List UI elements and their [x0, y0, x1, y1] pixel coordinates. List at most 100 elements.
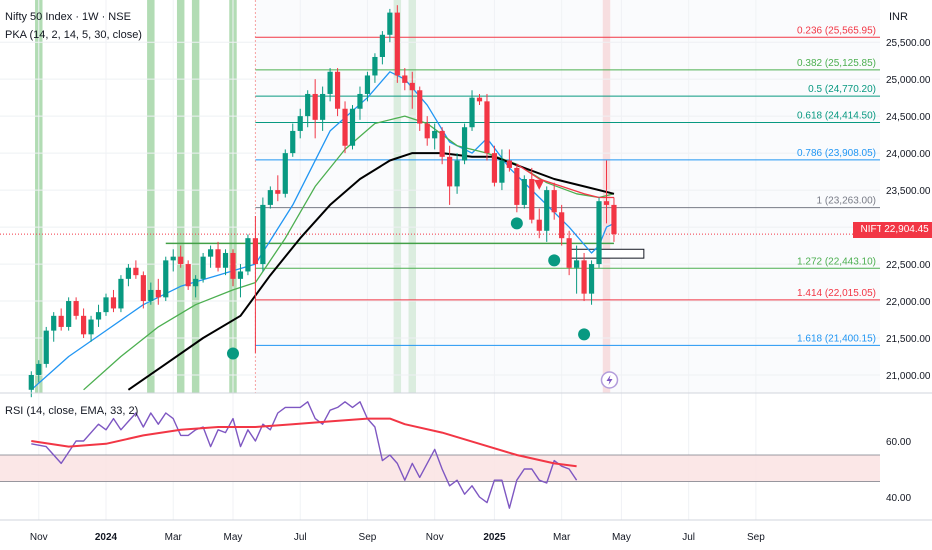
candle-body	[484, 101, 490, 154]
candle-body	[215, 249, 221, 268]
rsi-tick-label: 60.00	[886, 437, 911, 448]
price-tick-label: 22,000.00	[886, 297, 931, 308]
candle-body	[506, 160, 512, 168]
candle-body	[275, 190, 281, 194]
range-box	[568, 248, 645, 259]
candle-body	[43, 330, 49, 364]
candle-body	[551, 190, 557, 213]
highlight-column	[147, 0, 155, 393]
time-tick-label: Sep	[359, 532, 377, 543]
candle-body	[110, 297, 117, 309]
candle-body	[290, 130, 296, 154]
price-tick-label: 21,000.00	[886, 371, 931, 382]
rsi-pane: 40.00 60.00	[0, 392, 932, 509]
currency-label[interactable]: INR	[889, 11, 908, 23]
buy-signal-circle	[226, 347, 239, 360]
time-tick-label: Nov	[30, 532, 48, 543]
candle-body	[349, 108, 356, 146]
price-grid	[0, 0, 880, 520]
candle-body	[230, 252, 236, 279]
candle-body	[521, 179, 527, 205]
candle-body	[379, 34, 385, 57]
candle-body	[402, 75, 408, 83]
indicator-label: PKA (14, 2, 14, 5, 30, close)	[5, 29, 142, 41]
candle-body	[476, 97, 483, 102]
candle-body	[409, 82, 415, 91]
time-tick-label: Mar	[165, 532, 183, 543]
candle-body	[118, 278, 124, 309]
highlight-column	[176, 0, 185, 393]
candle-body	[207, 249, 214, 257]
candle-body	[51, 315, 57, 331]
price-tick-label: 24,000.00	[886, 149, 931, 160]
axis-background	[880, 0, 932, 550]
fib-label: 0.786 (23,908.05)	[797, 148, 876, 159]
candle-body	[163, 260, 169, 298]
price-tick-label: 25,500.00	[886, 38, 931, 49]
rsi-band	[0, 455, 880, 482]
candle-body	[28, 375, 34, 390]
candle-body	[544, 190, 550, 231]
rsi-tick-label: 40.00	[886, 493, 911, 504]
candle-body	[559, 212, 565, 239]
fib-label: 1.414 (22,015.05)	[797, 288, 876, 299]
price-tick-label: 24,500.00	[886, 112, 931, 123]
candle-body	[529, 179, 535, 220]
rsi-ma-line	[31, 417, 577, 468]
candle-body	[312, 93, 318, 120]
buy-signal-circle	[510, 217, 523, 230]
ema-slow-line	[127, 152, 615, 391]
candle-body	[155, 289, 161, 298]
price-tick-label: 21,500.00	[886, 334, 931, 345]
candle-body	[536, 219, 542, 231]
candle-body	[170, 256, 176, 261]
fib-label: 1 (23,263.00)	[817, 196, 877, 207]
time-tick-label: 2024	[95, 532, 118, 543]
time-tick-label: Mar	[553, 532, 571, 543]
candle-body	[611, 204, 617, 235]
fib-label: 0.5 (24,770.20)	[808, 84, 876, 95]
candle-body	[267, 190, 273, 205]
candle-body	[178, 256, 184, 265]
candle-body	[372, 56, 378, 76]
candle-body	[357, 93, 363, 109]
candle-body	[260, 204, 266, 265]
candle-body	[245, 238, 251, 272]
candle-body	[603, 201, 610, 205]
time-tick-label: Sep	[747, 532, 765, 543]
candle-body	[387, 12, 393, 35]
candle-body	[66, 301, 72, 327]
candle-body	[88, 319, 94, 335]
candle-body	[193, 278, 199, 287]
time-tick-label: Jul	[294, 532, 307, 543]
candle-body	[133, 267, 139, 276]
chart-title: Nifty 50 Index · 1W · NSE	[5, 11, 131, 23]
candle-body	[140, 275, 146, 302]
candle-body	[342, 108, 348, 146]
projection-zone	[255, 0, 880, 393]
ema-red-line	[516, 163, 614, 199]
last-price-tag: 22,904.45	[881, 222, 932, 238]
candle-body	[424, 123, 430, 139]
lightning-glyph	[606, 375, 613, 385]
candle-body	[237, 271, 244, 279]
candle-body	[491, 153, 498, 183]
candle-body	[320, 93, 326, 120]
candle-body	[95, 312, 102, 320]
time-tick-label: Jul	[682, 532, 695, 543]
candle-body	[417, 90, 423, 124]
time-axis: Nov 2024 Mar May Jul Sep Nov 2025 Mar May Jul Sep	[0, 519, 932, 543]
fib-label: 0.236 (25,565.95)	[797, 25, 876, 36]
candle-body	[432, 130, 438, 139]
candle-body	[394, 12, 400, 76]
candle-body	[58, 315, 64, 327]
candle-body	[103, 297, 109, 313]
candle-body	[461, 127, 468, 161]
candles	[28, 5, 617, 398]
fibonacci-levels: 0.236 (25,565.95) 0.382 (25,125.85) 0.5 (2…	[0, 25, 880, 346]
candle-body	[36, 363, 42, 375]
candle-body	[73, 301, 79, 316]
candle-body	[185, 264, 191, 287]
candle-body	[148, 289, 154, 302]
